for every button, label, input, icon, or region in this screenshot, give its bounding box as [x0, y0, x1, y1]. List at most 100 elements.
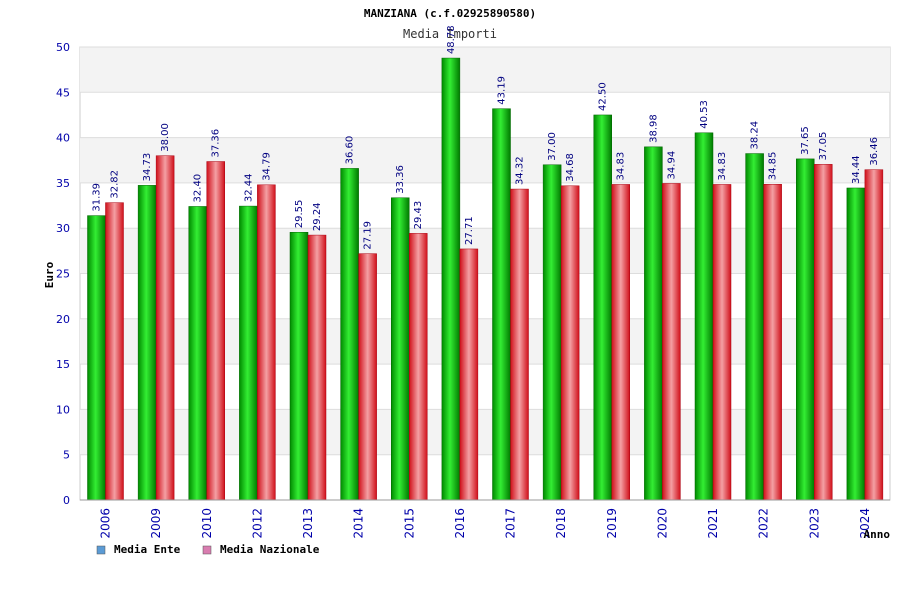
bar-media-nazionale-2023 — [814, 164, 833, 501]
bar-media-nazionale-2018 — [560, 185, 580, 501]
data-label: 33.36 — [395, 165, 406, 194]
data-label: 38.98 — [648, 114, 659, 143]
y-tick-label: 0 — [63, 494, 70, 507]
data-label: 34.79 — [261, 152, 272, 181]
x-tick-label: 2015 — [402, 508, 416, 539]
bar-media-nazionale-2020 — [662, 183, 681, 501]
bar-media-nazionale-2022 — [763, 184, 782, 501]
data-labels: 31.39 32.82 34.73 38.00 32.40 37.36 32.44 34.79… — [92, 25, 880, 249]
bar-media-ente-2009 — [137, 185, 157, 501]
x-tick-label: 2023 — [807, 508, 821, 539]
bar-media-ente-2017 — [492, 108, 511, 501]
data-label: 34.73 — [142, 153, 153, 182]
y-tick-label: 5 — [63, 449, 70, 462]
x-tick-label: 2019 — [605, 508, 619, 539]
bar-media-nazionale-2016 — [459, 248, 479, 501]
data-label: 29.43 — [413, 201, 424, 230]
x-tick-label: 2010 — [200, 508, 214, 539]
legend-swatch-media-nazionale — [202, 545, 212, 555]
data-label: 34.85 — [768, 152, 779, 181]
data-label: 38.24 — [750, 121, 761, 150]
x-tick-label: 2014 — [352, 508, 366, 539]
x-tick-label: 2017 — [504, 508, 518, 539]
y-axis-ticks: 0 5 10 15 20 25 30 35 40 45 50 — [56, 41, 70, 507]
bar-media-ente-2023 — [796, 158, 815, 501]
y-tick-label: 10 — [56, 403, 70, 416]
bar-media-ente-2015 — [391, 197, 410, 501]
x-tick-label: 2009 — [149, 508, 163, 539]
y-axis-label: Euro — [43, 261, 56, 288]
x-tick-label: 2013 — [301, 508, 315, 539]
chart-title: MANZIANA (c.f.02925890580) — [364, 7, 536, 20]
bar-media-nazionale-2024 — [864, 169, 884, 501]
legend: Media Ente Media Nazionale — [96, 543, 320, 556]
data-label: 48.78 — [446, 25, 457, 54]
bar-media-ente-2020 — [644, 146, 663, 501]
data-label: 29.55 — [294, 200, 305, 229]
bar-media-nazionale-2015 — [409, 233, 428, 501]
y-tick-label: 20 — [56, 313, 70, 326]
data-label: 32.40 — [193, 174, 204, 203]
bar-media-ente-2019 — [593, 114, 612, 501]
y-tick-label: 25 — [56, 268, 70, 281]
data-label: 31.39 — [92, 183, 103, 212]
x-tick-label: 2018 — [554, 508, 568, 539]
chart-subtitle: Media Importi — [403, 27, 497, 41]
data-label: 34.83 — [717, 152, 728, 181]
legend-label-media-ente: Media Ente — [114, 543, 181, 556]
y-tick-label: 50 — [56, 41, 70, 54]
data-label: 42.50 — [598, 82, 609, 111]
x-axis-label: Anno — [864, 528, 891, 541]
data-label: 34.68 — [565, 153, 576, 182]
data-label: 36.60 — [345, 136, 356, 165]
bar-media-nazionale-2019 — [611, 184, 630, 501]
bar-media-nazionale-2006 — [105, 202, 124, 501]
bars — [87, 57, 884, 501]
bar-media-ente-2016 — [441, 57, 461, 501]
data-label: 43.19 — [497, 76, 508, 105]
bar-media-nazionale-2014 — [358, 253, 377, 501]
data-label: 37.00 — [547, 132, 558, 161]
data-label: 37.05 — [818, 132, 829, 161]
bar-media-ente-2006 — [87, 215, 106, 501]
data-label: 38.00 — [160, 123, 171, 152]
legend-label-media-nazionale: Media Nazionale — [220, 543, 320, 556]
x-tick-label: 2024 — [858, 508, 872, 539]
y-tick-label: 35 — [56, 177, 70, 190]
x-tick-label: 2021 — [706, 508, 720, 539]
bar-media-ente-2022 — [745, 153, 764, 501]
bar-media-nazionale-2013 — [307, 234, 327, 501]
bar-media-ente-2010 — [188, 206, 207, 501]
data-label: 32.82 — [110, 170, 121, 199]
x-tick-label: 2012 — [250, 508, 264, 539]
y-tick-label: 45 — [56, 86, 70, 99]
data-label: 37.36 — [211, 129, 222, 158]
data-label: 32.44 — [243, 173, 254, 202]
bar-media-ente-2012 — [239, 205, 258, 501]
data-label: 34.94 — [666, 151, 677, 180]
data-label: 34.83 — [616, 152, 627, 181]
data-label: 34.44 — [851, 155, 862, 184]
legend-swatch-media-ente — [96, 545, 106, 555]
data-label: 34.32 — [515, 156, 526, 185]
bar-media-nazionale-2021 — [712, 184, 732, 501]
bar-media-ente-2013 — [289, 232, 309, 501]
bar-media-nazionale-2012 — [257, 184, 276, 501]
bar-media-ente-2018 — [542, 164, 562, 501]
data-label: 36.46 — [869, 137, 880, 166]
data-label: 29.24 — [312, 202, 323, 231]
data-label: 27.71 — [464, 216, 475, 245]
data-label: 37.65 — [800, 126, 811, 155]
x-tick-label: 2006 — [99, 508, 113, 539]
data-label: 40.53 — [699, 100, 710, 129]
bar-media-ente-2024 — [846, 187, 866, 501]
x-tick-label: 2022 — [757, 508, 771, 539]
bar-media-ente-2014 — [340, 168, 359, 501]
x-tick-label: 2016 — [453, 508, 467, 539]
x-tick-label: 2020 — [655, 508, 669, 539]
bar-media-nazionale-2017 — [510, 188, 529, 501]
y-tick-label: 40 — [56, 132, 70, 145]
grid-band — [80, 47, 890, 93]
bar-media-nazionale-2010 — [206, 161, 225, 501]
x-axis-ticks: 2006 2009 2010 2012 2013 2014 2015 2016 2017 2018… — [99, 508, 872, 539]
